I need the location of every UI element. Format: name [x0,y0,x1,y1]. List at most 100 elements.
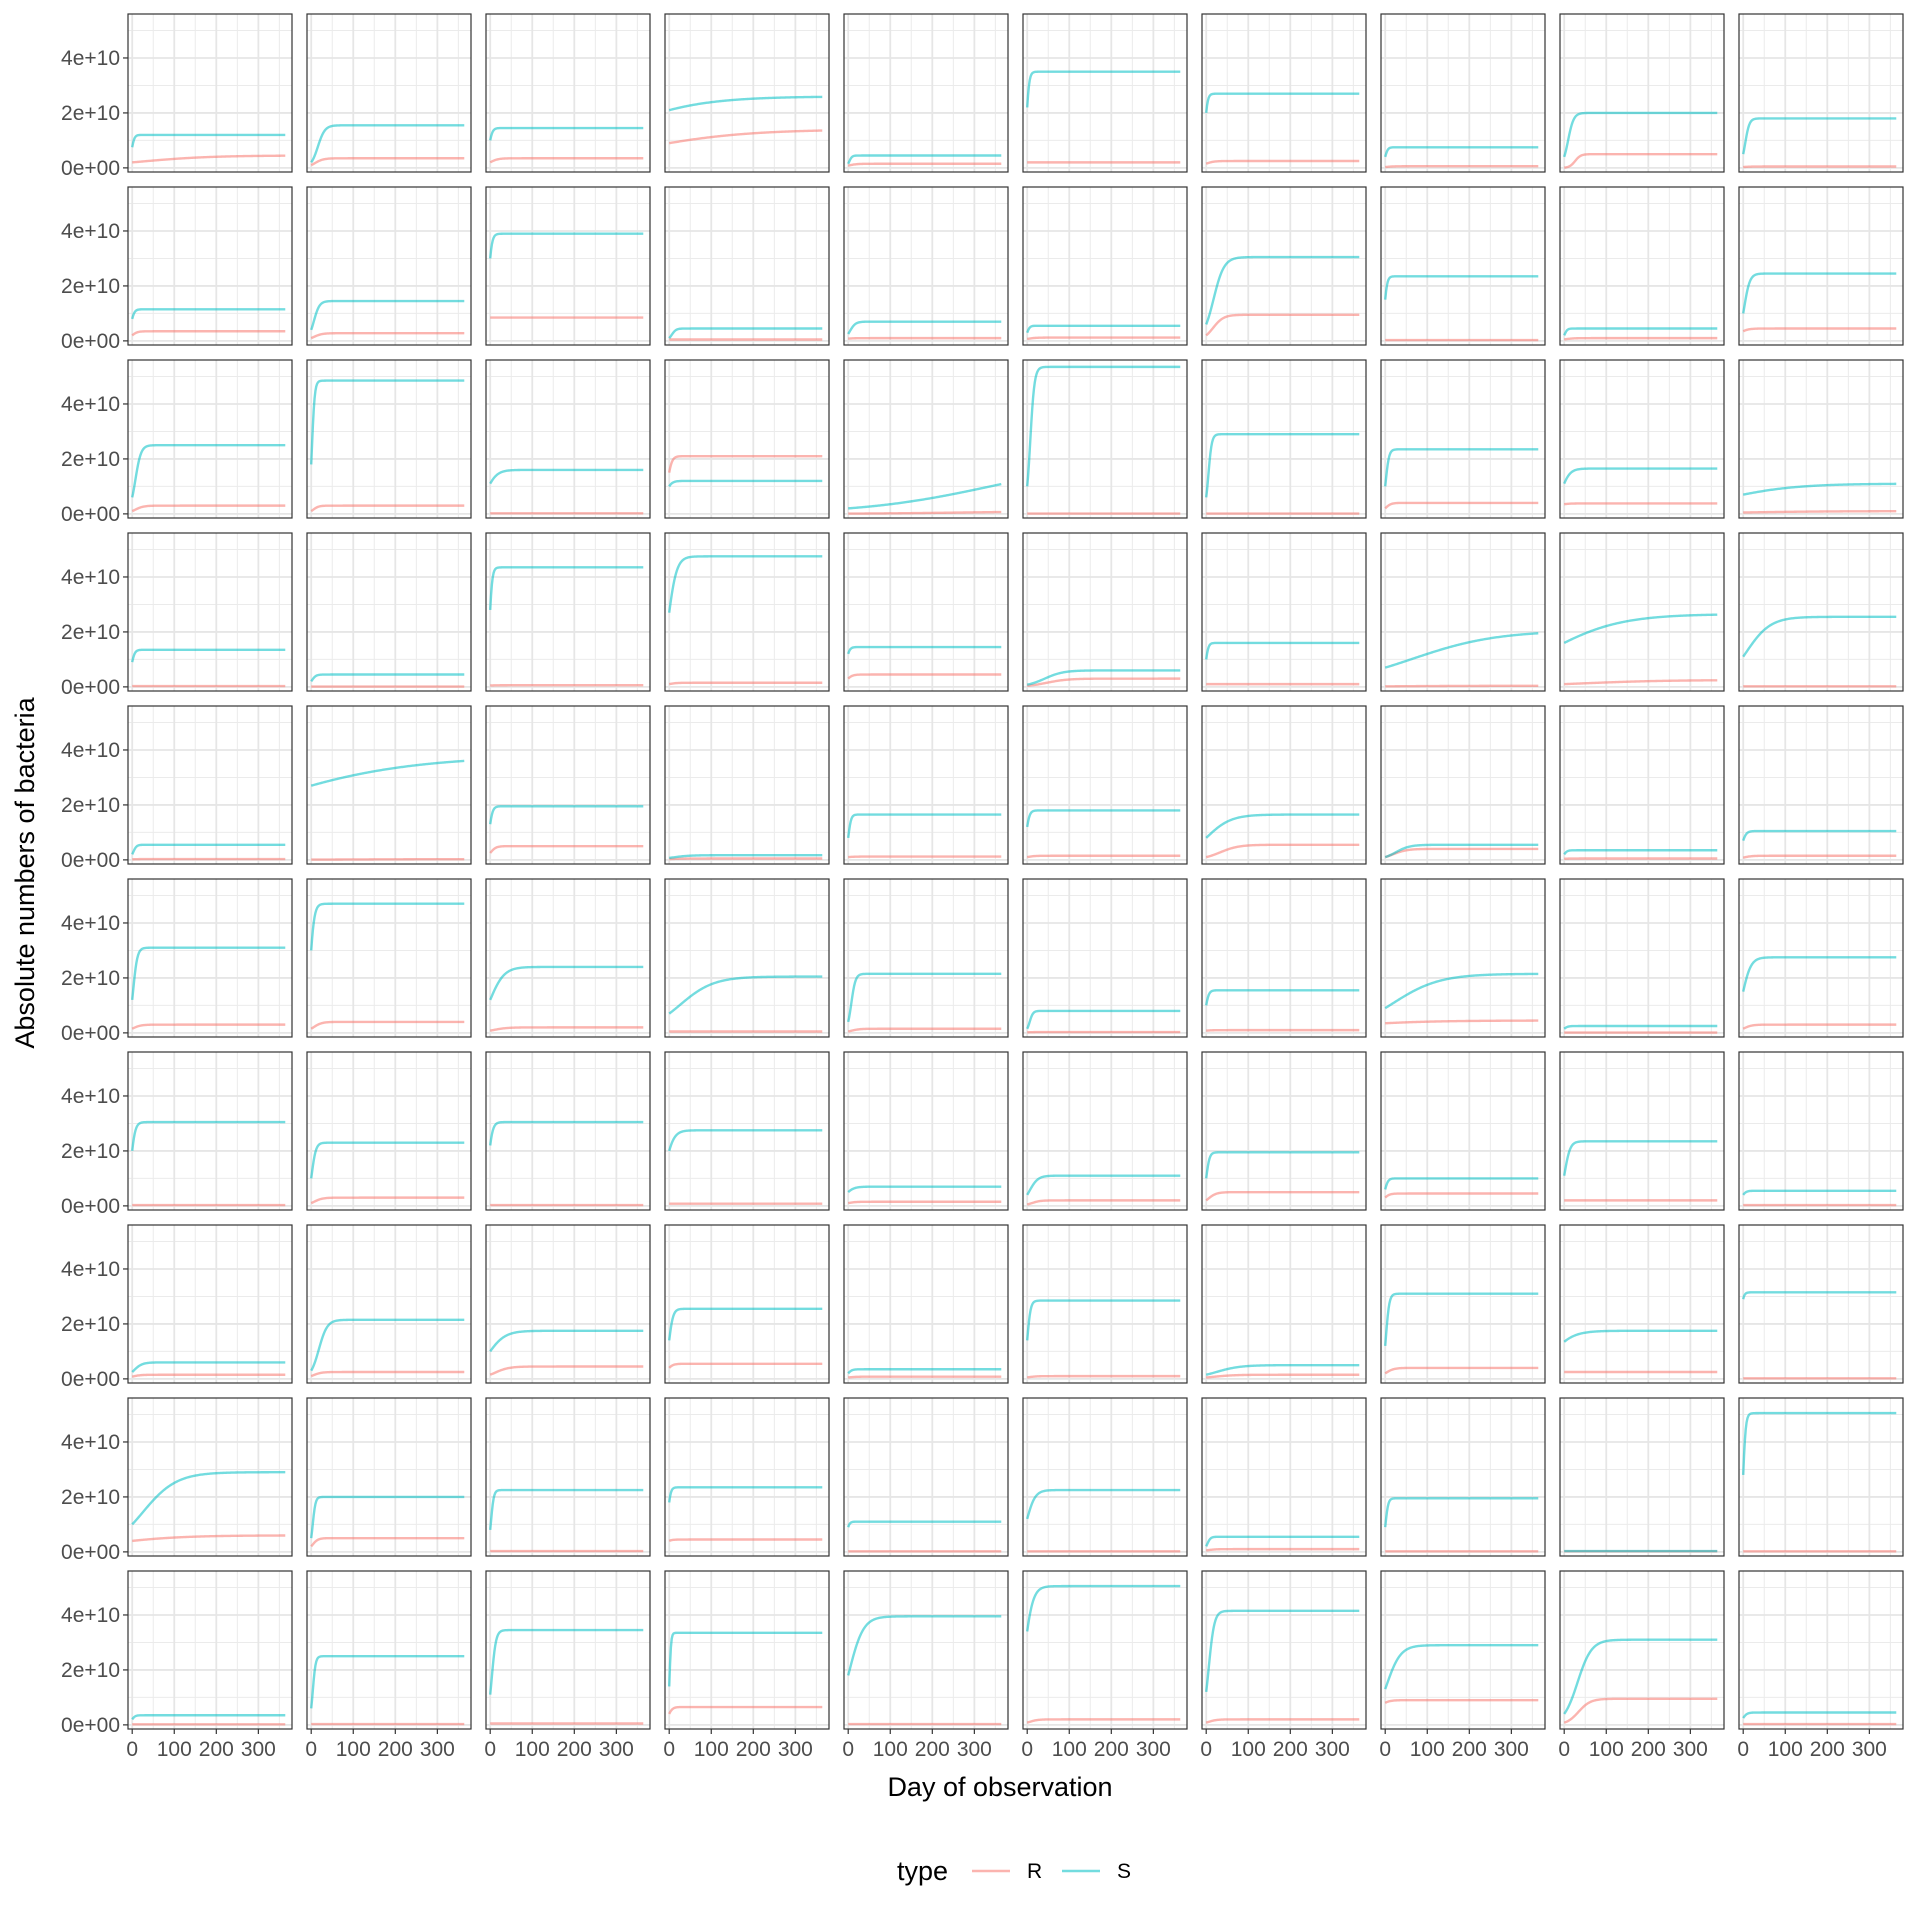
series-line-s [131,1120,286,1152]
series-line-s [1742,956,1897,992]
panel-border [1738,1397,1904,1557]
panel-border [1022,1051,1188,1211]
x-axis-title: Day of observation [887,1772,1112,1802]
series-line-r [1563,1697,1718,1724]
series-line-s [847,1615,1002,1676]
panel-46 [1022,705,1188,865]
panel-border [1022,186,1188,346]
y-tick-label: 4e+10 [61,1604,120,1627]
panel-background [128,879,292,1037]
series-line-s [1384,275,1539,300]
series-line-s [847,320,1002,335]
panel-background [1023,1571,1187,1729]
series-line-r [847,855,1002,859]
panel-border [485,878,651,1038]
series-line-s [1205,1535,1360,1547]
x-tick-label: 200 [1810,1738,1845,1761]
panel-background [844,1052,1008,1210]
panel-background [665,879,829,1037]
panel-border [1559,1051,1725,1211]
panel-33 [485,532,651,692]
x-tick-label: 200 [199,1738,234,1761]
series-line-r [1205,1190,1360,1202]
series-line-r [1384,684,1539,688]
panel-72 [306,1224,472,1384]
panel-border [664,1397,830,1557]
panel-border [1559,13,1725,173]
panel-border [1380,359,1546,519]
series-line-r [668,681,823,686]
series-line-s [489,468,644,485]
panel-background [665,1571,829,1729]
series-line-r [847,673,1002,680]
panel-border [1201,1224,1367,1384]
series-line-s [1205,813,1360,839]
series-line-r [131,330,286,337]
panel-border [485,359,651,519]
x-tick-label: 0 [484,1738,496,1761]
x-tick-label: 300 [1852,1738,1887,1761]
x-tick-label: 200 [1631,1738,1666,1761]
panel-border [664,532,830,692]
series-line-s [847,813,1002,839]
series-line-r [1026,854,1181,859]
series-line-s [1563,849,1718,856]
panel-background [1202,187,1366,345]
panel-35 [843,532,1009,692]
panel-border [1559,186,1725,346]
panel-background [1739,1052,1903,1210]
panel-99 [1559,1570,1725,1730]
panel-13 [485,186,651,346]
panel-background [1560,1052,1724,1210]
panel-background [307,14,471,172]
panel-background [1381,360,1545,518]
panel-border [485,705,651,865]
x-tick-label: 300 [1494,1738,1529,1761]
series-line-s [1742,1189,1897,1196]
y-tick-label: 2e+10 [61,102,120,125]
series-line-s [1205,989,1360,1006]
panel-88 [1380,1397,1546,1557]
series-line-s [1742,272,1897,314]
panel-border [1201,359,1367,519]
panel-border [485,186,651,346]
panel-30 [1738,359,1904,519]
panel-61 [127,1051,293,1211]
series-line-r [668,129,823,145]
panel-border [306,1397,472,1557]
panel-border [1559,532,1725,692]
panel-border [1738,186,1904,346]
panel-9 [1559,13,1725,173]
panel-background [1560,187,1724,345]
series-line-s [131,1361,286,1373]
panel-border [1559,878,1725,1038]
x-tick-label: 300 [599,1738,634,1761]
series-line-s [1384,1292,1539,1346]
series-line-s [1026,1174,1181,1196]
panel-background [1381,187,1545,345]
panel-73 [485,1224,651,1384]
panel-border [1738,1051,1904,1211]
panel-78 [1380,1224,1546,1384]
x-tick-label: 300 [241,1738,276,1761]
panel-border [1380,13,1546,173]
series-line-s [847,1520,1002,1528]
panel-67 [1201,1051,1367,1211]
panel-7 [1201,13,1367,173]
series-line-r [1205,843,1360,859]
panel-background [1739,1398,1903,1556]
panel-87 [1201,1397,1367,1557]
panel-border [306,705,472,865]
series-line-r [668,1538,823,1543]
panel-border [127,532,293,692]
panel-74 [664,1224,830,1384]
panel-border [127,878,293,1038]
panel-29 [1559,359,1725,519]
panel-background [128,1225,292,1383]
panel-background [1739,706,1903,864]
series-line-s [668,555,823,613]
panel-background [665,706,829,864]
panel-border [1559,705,1725,865]
panel-background [1739,14,1903,172]
series-line-r [1384,1366,1539,1375]
